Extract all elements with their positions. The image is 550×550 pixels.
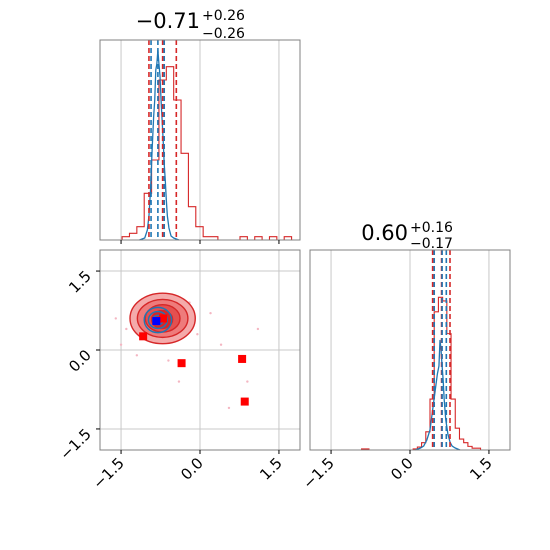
param2-title-minus: −0.17 [410,236,453,252]
scatter-point [196,333,199,336]
red-square-marker [139,332,148,341]
red-square-marker [238,354,247,363]
param1-title-value: −0.71 [136,9,200,33]
red-square-marker [240,397,249,406]
param2-title-plus: +0.16 [410,220,453,236]
joint-scatter-panel [114,292,260,410]
scatter-point [177,380,181,383]
param2-histogram-panel [310,250,510,451]
joint-y-tick-label: −1.5 [56,425,94,463]
joint-y-tick-label: 0.0 [65,346,95,376]
joint-y-tick-label: 1.5 [65,267,95,297]
param1-title-minus: −0.26 [202,26,245,42]
joint-x-tick-label: −1.5 [89,454,127,492]
blue-contour-level [147,310,169,330]
grid-lines [100,40,490,450]
scatter-point [227,406,231,410]
param2-x-tick-label: 0.0 [387,454,417,484]
scatter-point [209,311,212,315]
joint-x-tick-label: 0.0 [177,454,207,484]
scatter-point [167,359,170,362]
param2-blue-density [415,339,461,451]
scatter-point [114,317,117,320]
scatter-point [246,380,249,383]
param2-title-value: 0.60 [361,221,408,245]
param2-x-tick-label: 1.5 [466,454,496,484]
scatter-point [125,327,128,331]
joint-x-tick-label: 1.5 [256,454,286,484]
blue-contour-level [143,306,173,334]
scatter-point [135,354,139,357]
scatter-point [119,343,123,346]
red-square-marker [159,314,168,323]
scatter-point [256,327,260,331]
param2-x-tick-label: −1.5 [299,454,337,492]
panel-titles: −0.71 +0.26 −0.26 0.60 +0.16 −0.17 [136,8,453,252]
tick-marks: −1.5 −1.5−1.50.0 0.00.01.5 1.51.5 [56,240,496,493]
param1-title-plus: +0.26 [202,8,245,24]
scatter-point [219,343,223,346]
blue-square-marker [152,317,161,326]
red-square-marker [177,359,186,368]
